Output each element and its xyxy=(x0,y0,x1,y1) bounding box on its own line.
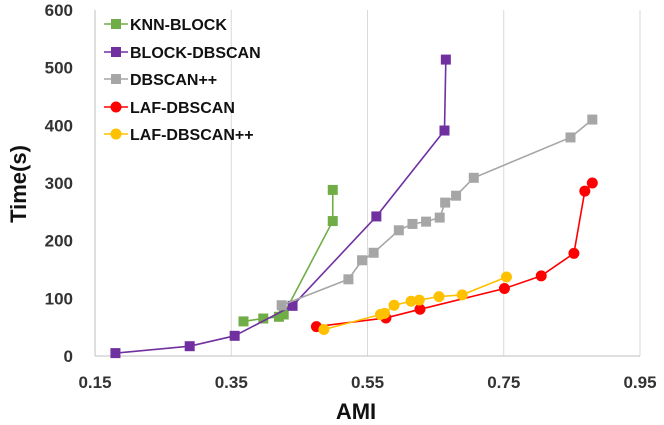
data-point xyxy=(440,197,451,208)
data-point xyxy=(238,316,249,327)
data-point xyxy=(451,190,462,201)
legend-label: LAF-DBSCAN xyxy=(130,100,235,117)
data-point xyxy=(278,309,289,320)
y-tick-label: 200 xyxy=(45,232,73,251)
series-dbscan-plus-plus xyxy=(276,114,598,311)
series xyxy=(110,54,598,359)
data-point xyxy=(371,211,382,222)
data-point xyxy=(287,300,298,311)
axes xyxy=(94,10,640,357)
series-laf-dbscan xyxy=(310,177,598,333)
data-point xyxy=(500,271,512,283)
series-block-dbscan xyxy=(110,54,451,359)
data-point xyxy=(368,247,379,258)
legend-marker xyxy=(111,19,121,29)
x-axis-title: AMI xyxy=(336,399,376,424)
x-tick-label: 0.95 xyxy=(623,373,656,392)
data-point xyxy=(468,172,479,183)
data-point xyxy=(568,247,580,259)
y-tick-label: 0 xyxy=(64,347,73,366)
data-point xyxy=(318,323,330,335)
data-point xyxy=(414,303,426,315)
x-tick-label: 0.75 xyxy=(487,373,520,392)
legend-item-knn-block: KNN-BLOCK xyxy=(104,17,227,34)
y-tick-label: 300 xyxy=(45,174,73,193)
data-point xyxy=(393,225,404,236)
grid xyxy=(230,10,641,356)
legend-label: KNN-BLOCK xyxy=(130,17,227,34)
data-point xyxy=(456,289,468,301)
y-tick-label: 500 xyxy=(45,59,73,78)
data-point xyxy=(357,255,368,266)
data-point xyxy=(388,299,400,311)
data-point xyxy=(565,132,576,143)
data-point xyxy=(276,300,287,311)
x-tick-label: 0.15 xyxy=(78,373,111,392)
legend-item-laf-dbscan-plus-plus: LAF-DBSCAN++ xyxy=(104,127,254,144)
y-tick-label: 600 xyxy=(45,1,73,20)
data-point xyxy=(229,330,240,341)
data-point xyxy=(258,313,269,324)
legend-marker xyxy=(110,128,122,140)
y-tick-label: 100 xyxy=(45,289,73,308)
y-tick-label: 400 xyxy=(45,116,73,135)
legend-label: DBSCAN++ xyxy=(130,72,217,89)
tick-labels: 0.15 0.35 0.55 0.75 0.95 0 100 200 300 400 500 600 xyxy=(45,1,657,392)
data-point xyxy=(379,307,391,319)
data-point xyxy=(440,54,451,65)
legend-item-dbscan-plus-plus: DBSCAN++ xyxy=(104,72,217,89)
data-point xyxy=(579,185,591,197)
data-point xyxy=(327,216,338,227)
x-tick-label: 0.35 xyxy=(215,373,248,392)
data-point xyxy=(413,294,425,306)
legend-marker xyxy=(110,101,122,113)
data-point xyxy=(327,184,338,195)
legend-item-laf-dbscan: LAF-DBSCAN xyxy=(104,100,235,117)
data-point xyxy=(439,125,450,136)
data-point xyxy=(407,218,418,229)
data-point xyxy=(434,212,445,223)
legend: KNN-BLOCK BLOCK-DBSCAN DBSCAN++ LAF-DBSC… xyxy=(104,17,261,144)
data-point xyxy=(405,295,417,307)
y-axis-title: Time(s) xyxy=(6,145,31,223)
data-point xyxy=(433,291,445,303)
data-point xyxy=(421,216,432,227)
series-knn-block xyxy=(238,184,338,327)
data-point xyxy=(587,114,598,125)
series-laf-dbscan-plus-plus xyxy=(318,271,512,335)
series-line xyxy=(316,182,593,328)
data-point xyxy=(110,348,121,359)
legend-marker xyxy=(111,47,121,57)
x-tick-label: 0.55 xyxy=(351,373,384,392)
data-point xyxy=(586,177,598,189)
legend-label: LAF-DBSCAN++ xyxy=(130,127,254,144)
legend-item-block-dbscan: BLOCK-DBSCAN xyxy=(104,45,261,62)
data-point xyxy=(184,341,195,352)
legend-marker xyxy=(111,74,121,84)
data-point xyxy=(498,283,510,295)
data-point xyxy=(535,270,547,282)
legend-label: BLOCK-DBSCAN xyxy=(130,45,261,62)
data-point xyxy=(343,274,354,285)
